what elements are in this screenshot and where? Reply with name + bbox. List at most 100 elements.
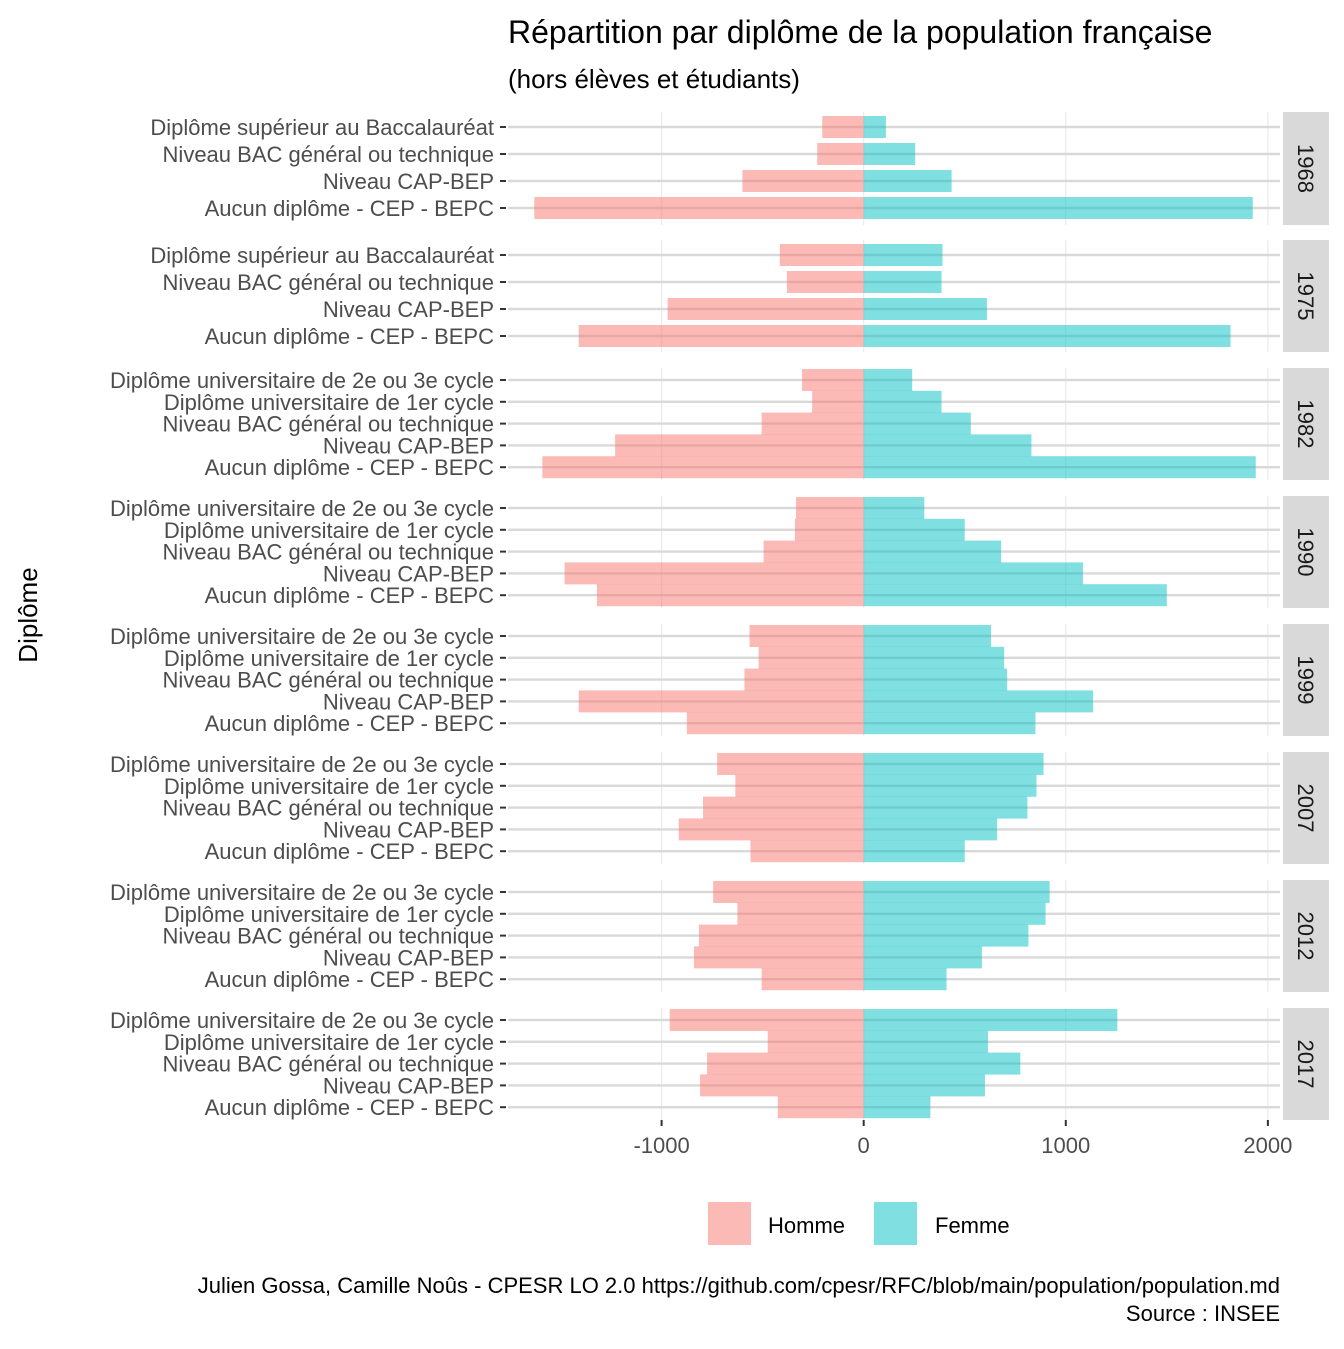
bar-femme [863, 1074, 985, 1097]
bar-homme [794, 518, 864, 541]
y-tick-label: Niveau BAC général ou technique [163, 668, 494, 693]
y-tick-label: Niveau BAC général ou technique [163, 142, 494, 167]
y-tick-label: Aucun diplôme - CEP - BEPC [205, 1095, 494, 1120]
bar-homme [578, 325, 864, 347]
facet-strip [1283, 496, 1329, 608]
facet-panel-1982: Diplôme universitaire de 2e ou 3e cycleD… [110, 368, 1329, 480]
bar-homme [786, 271, 864, 293]
y-tick-label: Niveau BAC général ou technique [163, 540, 494, 565]
facet-strip-label: 2007 [1293, 784, 1318, 833]
y-tick-label: Diplôme universitaire de 2e ou 3e cycle [110, 752, 494, 777]
bar-femme [863, 497, 925, 519]
bar-femme [863, 540, 1002, 563]
bar-femme [863, 774, 1037, 797]
y-tick-label: Aucun diplôme - CEP - BEPC [205, 196, 494, 221]
y-tick-label: Diplôme universitaire de 1er cycle [164, 646, 494, 671]
bar-femme [863, 625, 992, 647]
bar-femme [863, 796, 1028, 819]
bar-homme [817, 143, 864, 165]
bar-femme [863, 562, 1083, 585]
y-tick-label: Diplôme supérieur au Baccalauréat [150, 243, 494, 268]
x-tick-label: 0 [858, 1133, 870, 1158]
y-tick-label: Niveau BAC général ou technique [163, 270, 494, 295]
facet-strip-label: 1968 [1293, 144, 1318, 193]
facet-strip [1283, 880, 1329, 992]
y-tick-label: Niveau CAP-BEP [323, 1073, 494, 1098]
y-axis-title: Diplôme [13, 567, 43, 662]
facet-panel-2012: Diplôme universitaire de 2e ou 3e cycleD… [110, 880, 1329, 992]
y-tick-label: Diplôme universitaire de 1er cycle [164, 902, 494, 927]
bar-homme [750, 840, 864, 863]
y-tick-label: Niveau CAP-BEP [323, 169, 494, 194]
bar-femme [863, 271, 942, 293]
y-tick-label: Niveau CAP-BEP [323, 689, 494, 714]
bar-femme [863, 518, 965, 541]
bar-homme [779, 244, 864, 266]
y-tick-label: Niveau BAC général ou technique [163, 796, 494, 821]
bar-homme [763, 540, 864, 563]
bar-femme [863, 968, 947, 991]
bar-homme [777, 1096, 864, 1119]
bar-femme [863, 298, 987, 320]
bar-homme [737, 902, 864, 925]
y-tick-label: Aucun diplôme - CEP - BEPC [205, 839, 494, 864]
y-tick-label: Niveau BAC général ou technique [163, 412, 494, 437]
y-tick-label: Diplôme universitaire de 1er cycle [164, 1030, 494, 1055]
facet-strip-label: 1975 [1293, 272, 1318, 321]
bar-homme [812, 390, 864, 413]
y-tick-label: Diplôme universitaire de 2e ou 3e cycle [110, 496, 494, 521]
bar-homme [615, 434, 864, 457]
bar-homme [669, 1009, 864, 1031]
bar-homme [699, 1074, 864, 1097]
bar-homme [761, 412, 864, 435]
bar-femme [863, 390, 942, 413]
bar-homme [795, 497, 864, 519]
facet-strip [1283, 624, 1329, 736]
bar-femme [863, 646, 1005, 669]
y-tick-label: Aucun diplôme - CEP - BEPC [205, 967, 494, 992]
bar-homme [686, 712, 864, 735]
bar-homme [578, 690, 864, 713]
legend-swatch-femme [874, 1202, 917, 1245]
caption-credits: Julien Gossa, Camille Noûs - CPESR LO 2.… [198, 1273, 1280, 1298]
bar-femme [863, 1052, 1021, 1075]
x-tick-label: 2000 [1243, 1133, 1292, 1158]
bar-homme [758, 646, 864, 669]
facet-panel-1968: Diplôme supérieur au BaccalauréatNiveau … [150, 112, 1329, 225]
bar-femme [863, 434, 1032, 457]
bar-homme [693, 946, 864, 969]
bar-femme [863, 325, 1231, 347]
bar-homme [678, 818, 864, 841]
bar-femme [863, 244, 943, 266]
bar-femme [863, 456, 1256, 479]
bar-homme [534, 197, 864, 219]
legend: Homme Femme [708, 1202, 1010, 1245]
y-tick-label: Diplôme universitaire de 1er cycle [164, 518, 494, 543]
facet-panel-2007: Diplôme universitaire de 2e ou 3e cycleD… [110, 752, 1329, 864]
bar-homme [802, 369, 864, 391]
caption-source: Source : INSEE [1126, 1301, 1280, 1326]
y-tick-label: Diplôme universitaire de 2e ou 3e cycle [110, 880, 494, 905]
bar-femme [863, 690, 1094, 713]
bar-homme [822, 116, 864, 138]
facet-panel-1999: Diplôme universitaire de 2e ou 3e cycleD… [110, 624, 1329, 736]
facet-strip-label: 1999 [1293, 656, 1318, 705]
bar-femme [863, 1009, 1118, 1031]
bar-femme [863, 668, 1008, 691]
bar-femme [863, 818, 998, 841]
facet-strip [1283, 112, 1329, 225]
bar-femme [863, 412, 971, 435]
facet-strip-label: 2017 [1293, 1040, 1318, 1089]
y-tick-label: Aucun diplôme - CEP - BEPC [205, 583, 494, 608]
bar-homme [717, 753, 864, 775]
bar-homme [744, 668, 864, 691]
y-tick-label: Niveau BAC général ou technique [163, 1052, 494, 1077]
chart-subtitle: (hors élèves et étudiants) [508, 64, 800, 94]
chart-title: Répartition par diplôme de la population… [508, 14, 1212, 50]
bar-femme [863, 1030, 988, 1053]
bar-homme [735, 774, 864, 797]
bar-femme [863, 369, 913, 391]
x-tick-label: 1000 [1041, 1133, 1090, 1158]
bar-femme [863, 902, 1046, 925]
